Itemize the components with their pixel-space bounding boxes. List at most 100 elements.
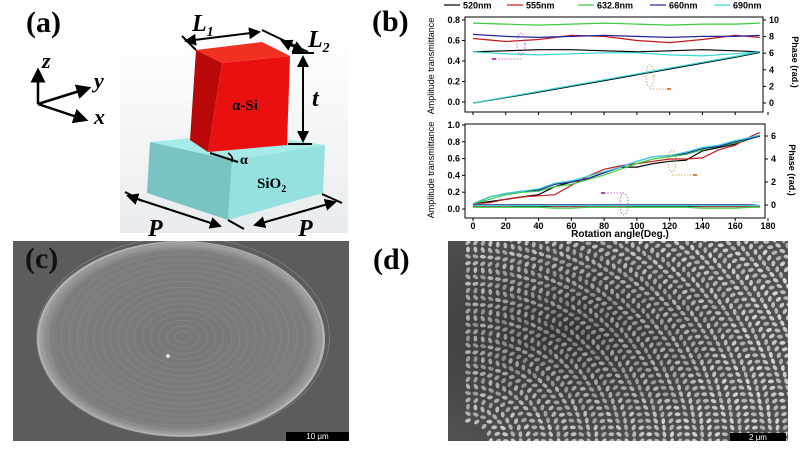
amplitude-series-line [472, 33, 760, 39]
x-tick-label: 100 [629, 221, 644, 231]
y-tick-label: 0.0 [447, 97, 460, 107]
zone-ring [142, 308, 224, 366]
sem-image-c: (c) 10 μm [13, 241, 349, 441]
zone-ring [117, 292, 249, 382]
y-tick-label: 0.4 [447, 56, 460, 66]
bottom-y2label: Phase (rad.) [787, 144, 797, 196]
y-tick-label: 0.2 [447, 77, 460, 87]
zone-ring [52, 247, 314, 427]
legend-label: 660nm [669, 1, 698, 11]
annotation-ellipse [619, 192, 629, 216]
panel-label-d: (d) [373, 243, 410, 276]
legend-label: 520nm [463, 1, 492, 11]
zone-ring [76, 264, 290, 410]
nanopillar-array [448, 241, 788, 441]
y2-tick-label: 0 [769, 98, 774, 108]
y2-tick-label: 4 [771, 154, 776, 164]
y2-tick-label: 0 [771, 200, 776, 210]
annotation-ellipse [645, 64, 655, 88]
x-tick-label: 140 [695, 221, 710, 231]
zone-ring [44, 242, 322, 432]
amplitude-series-line [472, 22, 760, 26]
substrate-label: SiO2 [257, 176, 286, 195]
y-tick-label: 0.6 [447, 154, 460, 164]
y2-tick-label: 6 [769, 48, 774, 58]
y-tick-label: 0.2 [447, 187, 460, 197]
zone-ring [68, 259, 298, 415]
annotation-ellipse [667, 149, 677, 173]
bottom-ylabel: Amplitude transmittance [426, 122, 436, 219]
x-tick-label: 180 [760, 221, 775, 231]
axis-label-y: y [91, 68, 104, 93]
annotation-arrowhead [693, 174, 697, 176]
zone-ring [101, 281, 265, 393]
top-ylabel: Amplitude transmittance [426, 18, 436, 115]
pillar-block [190, 42, 290, 152]
zone-ring [109, 286, 257, 388]
scale-bar-c: 10 μm [286, 432, 349, 441]
dimension-P-right: P [297, 216, 313, 240]
y-tick-label: 0.8 [447, 15, 460, 25]
x-tick-label: 40 [534, 221, 544, 231]
amplitude-series-line [473, 204, 760, 207]
dimension-lines [124, 27, 343, 230]
y-tick-label: 0.6 [447, 36, 460, 46]
schematic-panel: z y x α-Si SiO2 L1 L2 t α P P [30, 11, 348, 240]
plot-frame [464, 123, 766, 219]
zone-ring [36, 241, 330, 438]
legend-label: 690nm [733, 1, 762, 11]
top-y2label: Phase (rad.) [790, 36, 800, 88]
chart-top: 0.0 0.2 0.4 0.6 0.8 0 2 4 6 8 10 [447, 15, 779, 115]
zone-ring [60, 253, 306, 421]
y-tick-label: 0.0 [447, 204, 460, 214]
panel-label-b: (b) [372, 5, 409, 38]
axis-label-x: x [93, 104, 105, 129]
phase-series-line [472, 50, 760, 104]
zone-ring [93, 275, 273, 399]
x-tick-label: 160 [728, 221, 743, 231]
x-tick-label: 80 [599, 221, 609, 231]
x-tick-label: 0 [470, 221, 475, 231]
dimension-L2-main: L [307, 27, 323, 53]
dimension-L1-main: L [191, 11, 207, 37]
y2-tick-label: 8 [769, 32, 774, 42]
y2-tick-label: 10 [769, 15, 779, 25]
annotation-arrowhead [601, 192, 605, 194]
substrate-label-main: SiO [257, 176, 281, 192]
dimension-L1: L1 [191, 11, 214, 40]
legend-label: 632.8nm [597, 1, 633, 11]
y2-tick-label: 2 [771, 177, 776, 187]
dimension-L2: L2 [307, 27, 330, 56]
y-tick-label: 1.0 [447, 120, 460, 130]
zone-ring [133, 303, 233, 371]
bottom-xlabel: Rotation angle(Deg.) [571, 229, 669, 240]
y-tick-label: 0.4 [447, 170, 460, 180]
pillar-label: α-Si [232, 98, 258, 114]
x-tick-label: 120 [662, 221, 677, 231]
y2-tick-label: 4 [769, 65, 774, 75]
phase-series-line [472, 132, 761, 205]
amplitude-series-line [473, 206, 760, 209]
phase-series-line [472, 134, 760, 205]
dimension-L2-sub: 2 [322, 41, 330, 56]
zone-ring [150, 314, 216, 360]
coordinate-axes [30, 67, 92, 124]
zone-ring [125, 297, 241, 377]
dimension-t: t [312, 86, 320, 112]
annotation-arrowhead [492, 58, 496, 60]
zone-ring [166, 325, 200, 349]
amplitude-series-line [472, 34, 760, 44]
axis-label-z: z [41, 48, 51, 73]
substrate-label-sub: 2 [281, 184, 286, 195]
chart-panel-b: 520nm 555nm 632.8nm 660nm 690nm 0.0 0.2 0.4 0.6… [426, 1, 800, 241]
sem-image-d: 2 μm [448, 241, 788, 441]
zone-ring [85, 270, 281, 404]
y-tick-label: 0.8 [447, 137, 460, 147]
annotation-ellipse [516, 32, 526, 56]
annotation-arrowhead [667, 88, 671, 90]
y2-tick-label: 6 [771, 131, 776, 141]
panel-label-c: (c) [25, 242, 59, 275]
x-tick-label: 20 [501, 221, 511, 231]
y2-tick-label: 2 [769, 81, 774, 91]
